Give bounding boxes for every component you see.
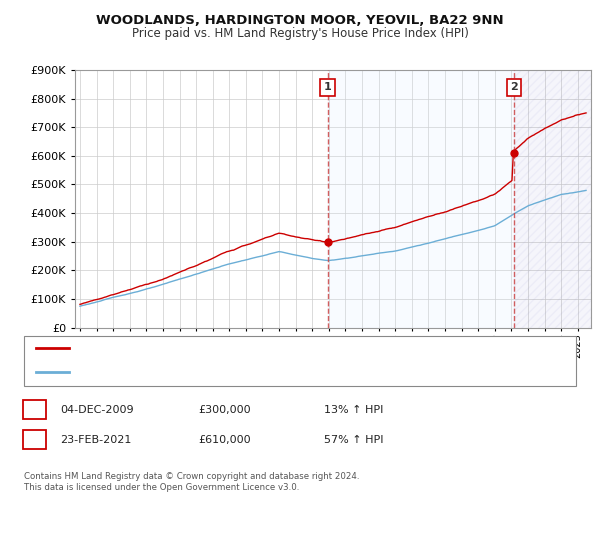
Text: 04-DEC-2009: 04-DEC-2009 <box>60 405 134 415</box>
Text: 1: 1 <box>30 403 38 417</box>
Text: 23-FEB-2021: 23-FEB-2021 <box>60 435 131 445</box>
Text: £610,000: £610,000 <box>198 435 251 445</box>
Text: WOODLANDS, HARDINGTON MOOR, YEOVIL, BA22 9NN: WOODLANDS, HARDINGTON MOOR, YEOVIL, BA22… <box>96 14 504 27</box>
Text: £300,000: £300,000 <box>198 405 251 415</box>
Text: 2: 2 <box>510 82 518 92</box>
Text: 1: 1 <box>323 82 331 92</box>
Text: Price paid vs. HM Land Registry's House Price Index (HPI): Price paid vs. HM Land Registry's House … <box>131 27 469 40</box>
Text: 57% ↑ HPI: 57% ↑ HPI <box>324 435 383 445</box>
Text: HPI: Average price, detached house, Somerset: HPI: Average price, detached house, Some… <box>73 367 316 377</box>
Bar <box>328 70 514 328</box>
Bar <box>514 70 591 328</box>
Text: 2: 2 <box>30 433 38 446</box>
Text: Contains HM Land Registry data © Crown copyright and database right 2024.
This d: Contains HM Land Registry data © Crown c… <box>24 472 359 492</box>
Text: WOODLANDS, HARDINGTON MOOR, YEOVIL, BA22 9NN (detached house): WOODLANDS, HARDINGTON MOOR, YEOVIL, BA22… <box>73 343 454 353</box>
Text: 13% ↑ HPI: 13% ↑ HPI <box>324 405 383 415</box>
